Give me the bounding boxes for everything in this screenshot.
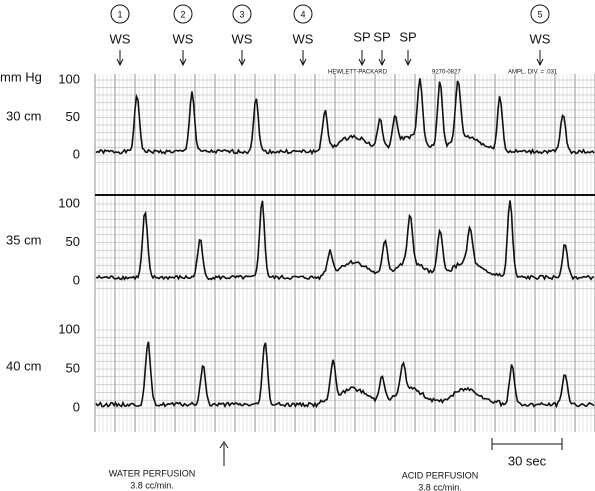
perfusion-title: WATER PERFUSION	[109, 468, 196, 478]
marker-circle	[110, 4, 130, 24]
arrow-head	[219, 441, 229, 449]
arrow-head	[179, 58, 187, 67]
arrow-head	[358, 58, 366, 67]
marker-label: WS	[232, 31, 253, 46]
sp-label: SP	[399, 29, 416, 44]
scale-label: 30 sec	[508, 453, 547, 468]
arrow-head	[404, 58, 412, 67]
marker-number: 4	[300, 9, 305, 19]
panel-label: 40 cm	[6, 358, 41, 373]
marker-number: 1	[117, 9, 122, 19]
axis-label: 100	[58, 71, 80, 86]
paper-header: 9270-0827	[432, 70, 461, 76]
sp-label: SP	[353, 29, 370, 44]
marker-label: WS	[110, 31, 131, 46]
paper-header: AMPL. DIV. = .031	[508, 70, 558, 76]
arrow-head	[299, 58, 307, 67]
marker-label: WS	[173, 31, 194, 46]
pressure-trace	[95, 78, 595, 156]
paper-header: HEWLETT-PACKARD	[328, 70, 388, 76]
marker-circle	[293, 4, 313, 24]
axis-label: 50	[66, 109, 80, 124]
axis-label: 0	[73, 272, 80, 287]
axis-label: 0	[73, 146, 80, 161]
axis-label: 0	[73, 399, 80, 414]
panel-label: 35 cm	[6, 232, 41, 247]
marker-number: 3	[239, 9, 244, 19]
axis-label: 100	[58, 195, 80, 210]
arrow-head	[116, 58, 124, 67]
pressure-trace	[95, 200, 595, 281]
pressure-trace	[95, 341, 595, 409]
marker-number: 5	[537, 9, 542, 19]
marker-circle	[173, 4, 193, 24]
marker-circle	[232, 4, 252, 24]
chart-paper	[94, 74, 595, 432]
sp-label: SP	[373, 29, 390, 44]
arrow-head	[536, 58, 544, 67]
perfusion-rate: 3.8 cc/min.	[130, 480, 174, 490]
unit-label: mm Hg	[0, 69, 42, 84]
panel-label: 30 cm	[6, 108, 41, 123]
marker-number: 2	[180, 9, 185, 19]
perfusion-rate: 3.8 cc/min.	[418, 482, 462, 491]
axis-label: 100	[58, 321, 80, 336]
axis-label: 50	[66, 360, 80, 375]
perfusion-title: ACID PERFUSION	[402, 470, 479, 480]
marker-circle	[530, 4, 550, 24]
axis-label: 50	[66, 234, 80, 249]
traces	[95, 78, 595, 409]
arrow-head	[238, 58, 246, 67]
marker-label: WS	[530, 31, 551, 46]
marker-label: WS	[293, 31, 314, 46]
arrow-head	[378, 58, 386, 67]
